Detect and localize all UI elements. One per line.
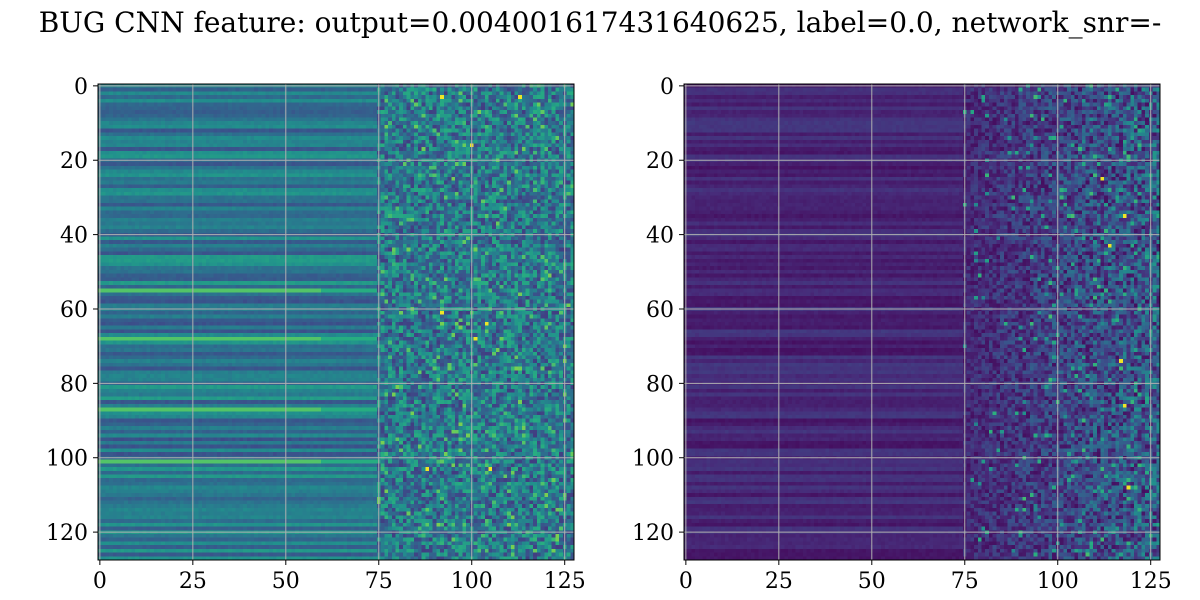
x-tick-label: 50 <box>858 569 886 594</box>
y-tick-label: 80 <box>646 372 674 397</box>
y-tick-label: 120 <box>46 521 88 546</box>
x-tick-label: 125 <box>544 569 586 594</box>
figure-title: BUG CNN feature: output=0.00400161743164… <box>38 6 1162 39</box>
y-tick-label: 60 <box>646 298 674 323</box>
y-tick-label: 40 <box>646 224 674 249</box>
y-tick-label: 20 <box>646 149 674 174</box>
x-tick-label: 0 <box>93 569 107 594</box>
y-tick-label: 80 <box>60 372 88 397</box>
y-tick-label: 40 <box>60 224 88 249</box>
x-tick-label: 25 <box>179 569 207 594</box>
axes-frame-2 <box>683 83 1161 561</box>
axes-frame-1 <box>97 83 575 561</box>
x-tick-label: 75 <box>365 569 393 594</box>
x-tick-label: 100 <box>451 569 493 594</box>
heatmap-image-2 <box>684 84 1160 560</box>
y-tick-label: 120 <box>632 521 674 546</box>
x-tick-label: 75 <box>951 569 979 594</box>
y-tick-label: 0 <box>660 75 674 100</box>
x-tick-label: 0 <box>679 569 693 594</box>
x-tick-label: 125 <box>1130 569 1172 594</box>
y-tick-label: 100 <box>46 447 88 472</box>
y-tick-label: 20 <box>60 149 88 174</box>
y-tick-label: 60 <box>60 298 88 323</box>
x-tick-label: 25 <box>765 569 793 594</box>
y-tick-label: 0 <box>74 75 88 100</box>
x-tick-label: 100 <box>1037 569 1079 594</box>
x-tick-label: 50 <box>272 569 300 594</box>
heatmap-image-1 <box>98 84 574 560</box>
y-tick-label: 100 <box>632 447 674 472</box>
